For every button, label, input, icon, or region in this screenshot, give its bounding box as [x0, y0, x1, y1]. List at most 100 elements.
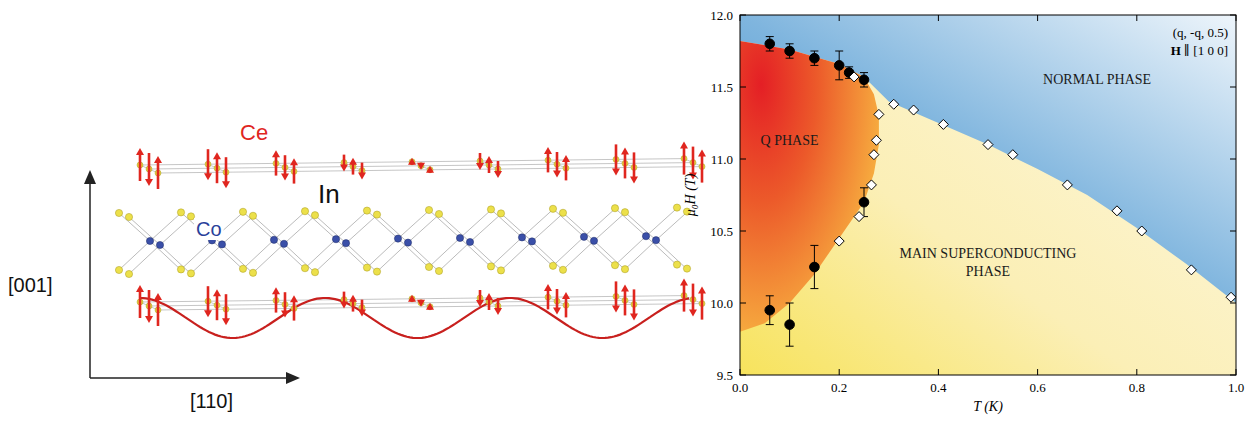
plot-frame [740, 15, 1236, 375]
error-bar [810, 51, 818, 65]
atom [611, 262, 618, 269]
atom [363, 207, 370, 214]
atom [673, 261, 680, 268]
error-cap [766, 324, 774, 325]
atom [270, 236, 277, 243]
atom [435, 210, 442, 217]
bond [377, 243, 408, 272]
atom [239, 208, 246, 215]
point [889, 99, 899, 109]
spin-arrow [683, 147, 686, 175]
ce-layer [136, 279, 706, 338]
error-cap [786, 43, 794, 44]
spin-arrowhead [476, 163, 484, 170]
bond [460, 238, 491, 267]
atom [311, 269, 318, 276]
error-cap [810, 65, 818, 66]
spin-arrowhead [290, 295, 298, 302]
crystal-diagram: CeCoIn[001][110] [8, 120, 706, 412]
point [834, 236, 844, 246]
spin-arrow [139, 153, 142, 181]
bond [398, 211, 429, 239]
atom [177, 266, 184, 273]
spin-arrowhead [553, 307, 561, 314]
atom [590, 237, 597, 244]
spin-arrow [547, 289, 550, 309]
bond [615, 236, 646, 265]
spin-arrowhead [358, 173, 366, 180]
y-tick-label: 10.5 [710, 224, 733, 239]
bond [253, 216, 284, 244]
y-tick [740, 15, 746, 16]
atom [497, 267, 504, 274]
bond [398, 239, 429, 268]
bond [532, 241, 563, 270]
atom [673, 204, 680, 211]
annotation-part: H [1171, 43, 1181, 58]
atom [239, 265, 246, 272]
atom [456, 234, 463, 241]
bond [160, 245, 191, 274]
atom [611, 205, 618, 212]
bond [501, 213, 532, 241]
axis-arrowhead [286, 372, 300, 384]
y-tick [1230, 87, 1236, 88]
bond [158, 304, 702, 310]
y-tick-label: 9.5 [717, 368, 733, 383]
spin-arrow [225, 294, 228, 320]
atom [427, 304, 433, 310]
spin-arrowhead [680, 142, 688, 149]
error-cap [860, 87, 868, 88]
spin-arrowhead [281, 311, 289, 318]
atom-label: Co [196, 218, 222, 240]
error-bar [810, 245, 818, 288]
atom [435, 267, 442, 274]
spin-arrow [207, 286, 210, 312]
bond [119, 241, 150, 270]
bond [408, 243, 439, 272]
spin-arrowhead [562, 292, 570, 299]
y-tick [1230, 375, 1236, 376]
y-axis-title: μ₀H (T) [683, 173, 699, 217]
spin-arrowhead [417, 300, 425, 307]
annotation: H ∥ [1 0 0] [1171, 43, 1228, 58]
error-bar [786, 44, 794, 58]
bond [274, 212, 305, 240]
modulation-wave [140, 298, 689, 338]
point [983, 140, 993, 150]
spin-arrowhead [154, 156, 162, 163]
spin-arrowhead [630, 313, 638, 320]
error-cap [786, 303, 794, 304]
error-cap [810, 51, 818, 52]
spin-arrowhead [426, 166, 434, 173]
atom [301, 208, 308, 215]
atom [559, 209, 566, 216]
atom [466, 238, 473, 245]
error-cap [860, 72, 868, 73]
y-tick [1230, 231, 1236, 232]
atom [621, 266, 628, 273]
x-tick [1037, 15, 1038, 21]
phase-label: MAIN SUPERCONDUCTINGPHASE [900, 246, 1077, 279]
spin-arrowhead [340, 302, 348, 309]
spin-arrowhead [136, 285, 144, 292]
bond [408, 215, 439, 243]
spin-arrowhead [689, 310, 697, 317]
atom [177, 209, 184, 216]
point [866, 180, 876, 190]
spin-arrowhead [698, 150, 706, 157]
bond [584, 209, 615, 237]
spin-arrowhead [213, 152, 221, 159]
spin-arrow [216, 157, 219, 183]
spin-arrowhead [698, 287, 706, 294]
bond [553, 237, 584, 266]
atom [528, 238, 535, 245]
bond [253, 244, 284, 273]
atom [427, 167, 433, 173]
point [1062, 180, 1072, 190]
point [834, 61, 844, 71]
bond [656, 240, 687, 269]
y-tick [740, 231, 746, 232]
spin-arrowhead [136, 148, 144, 155]
spin-arrowhead [349, 158, 357, 165]
